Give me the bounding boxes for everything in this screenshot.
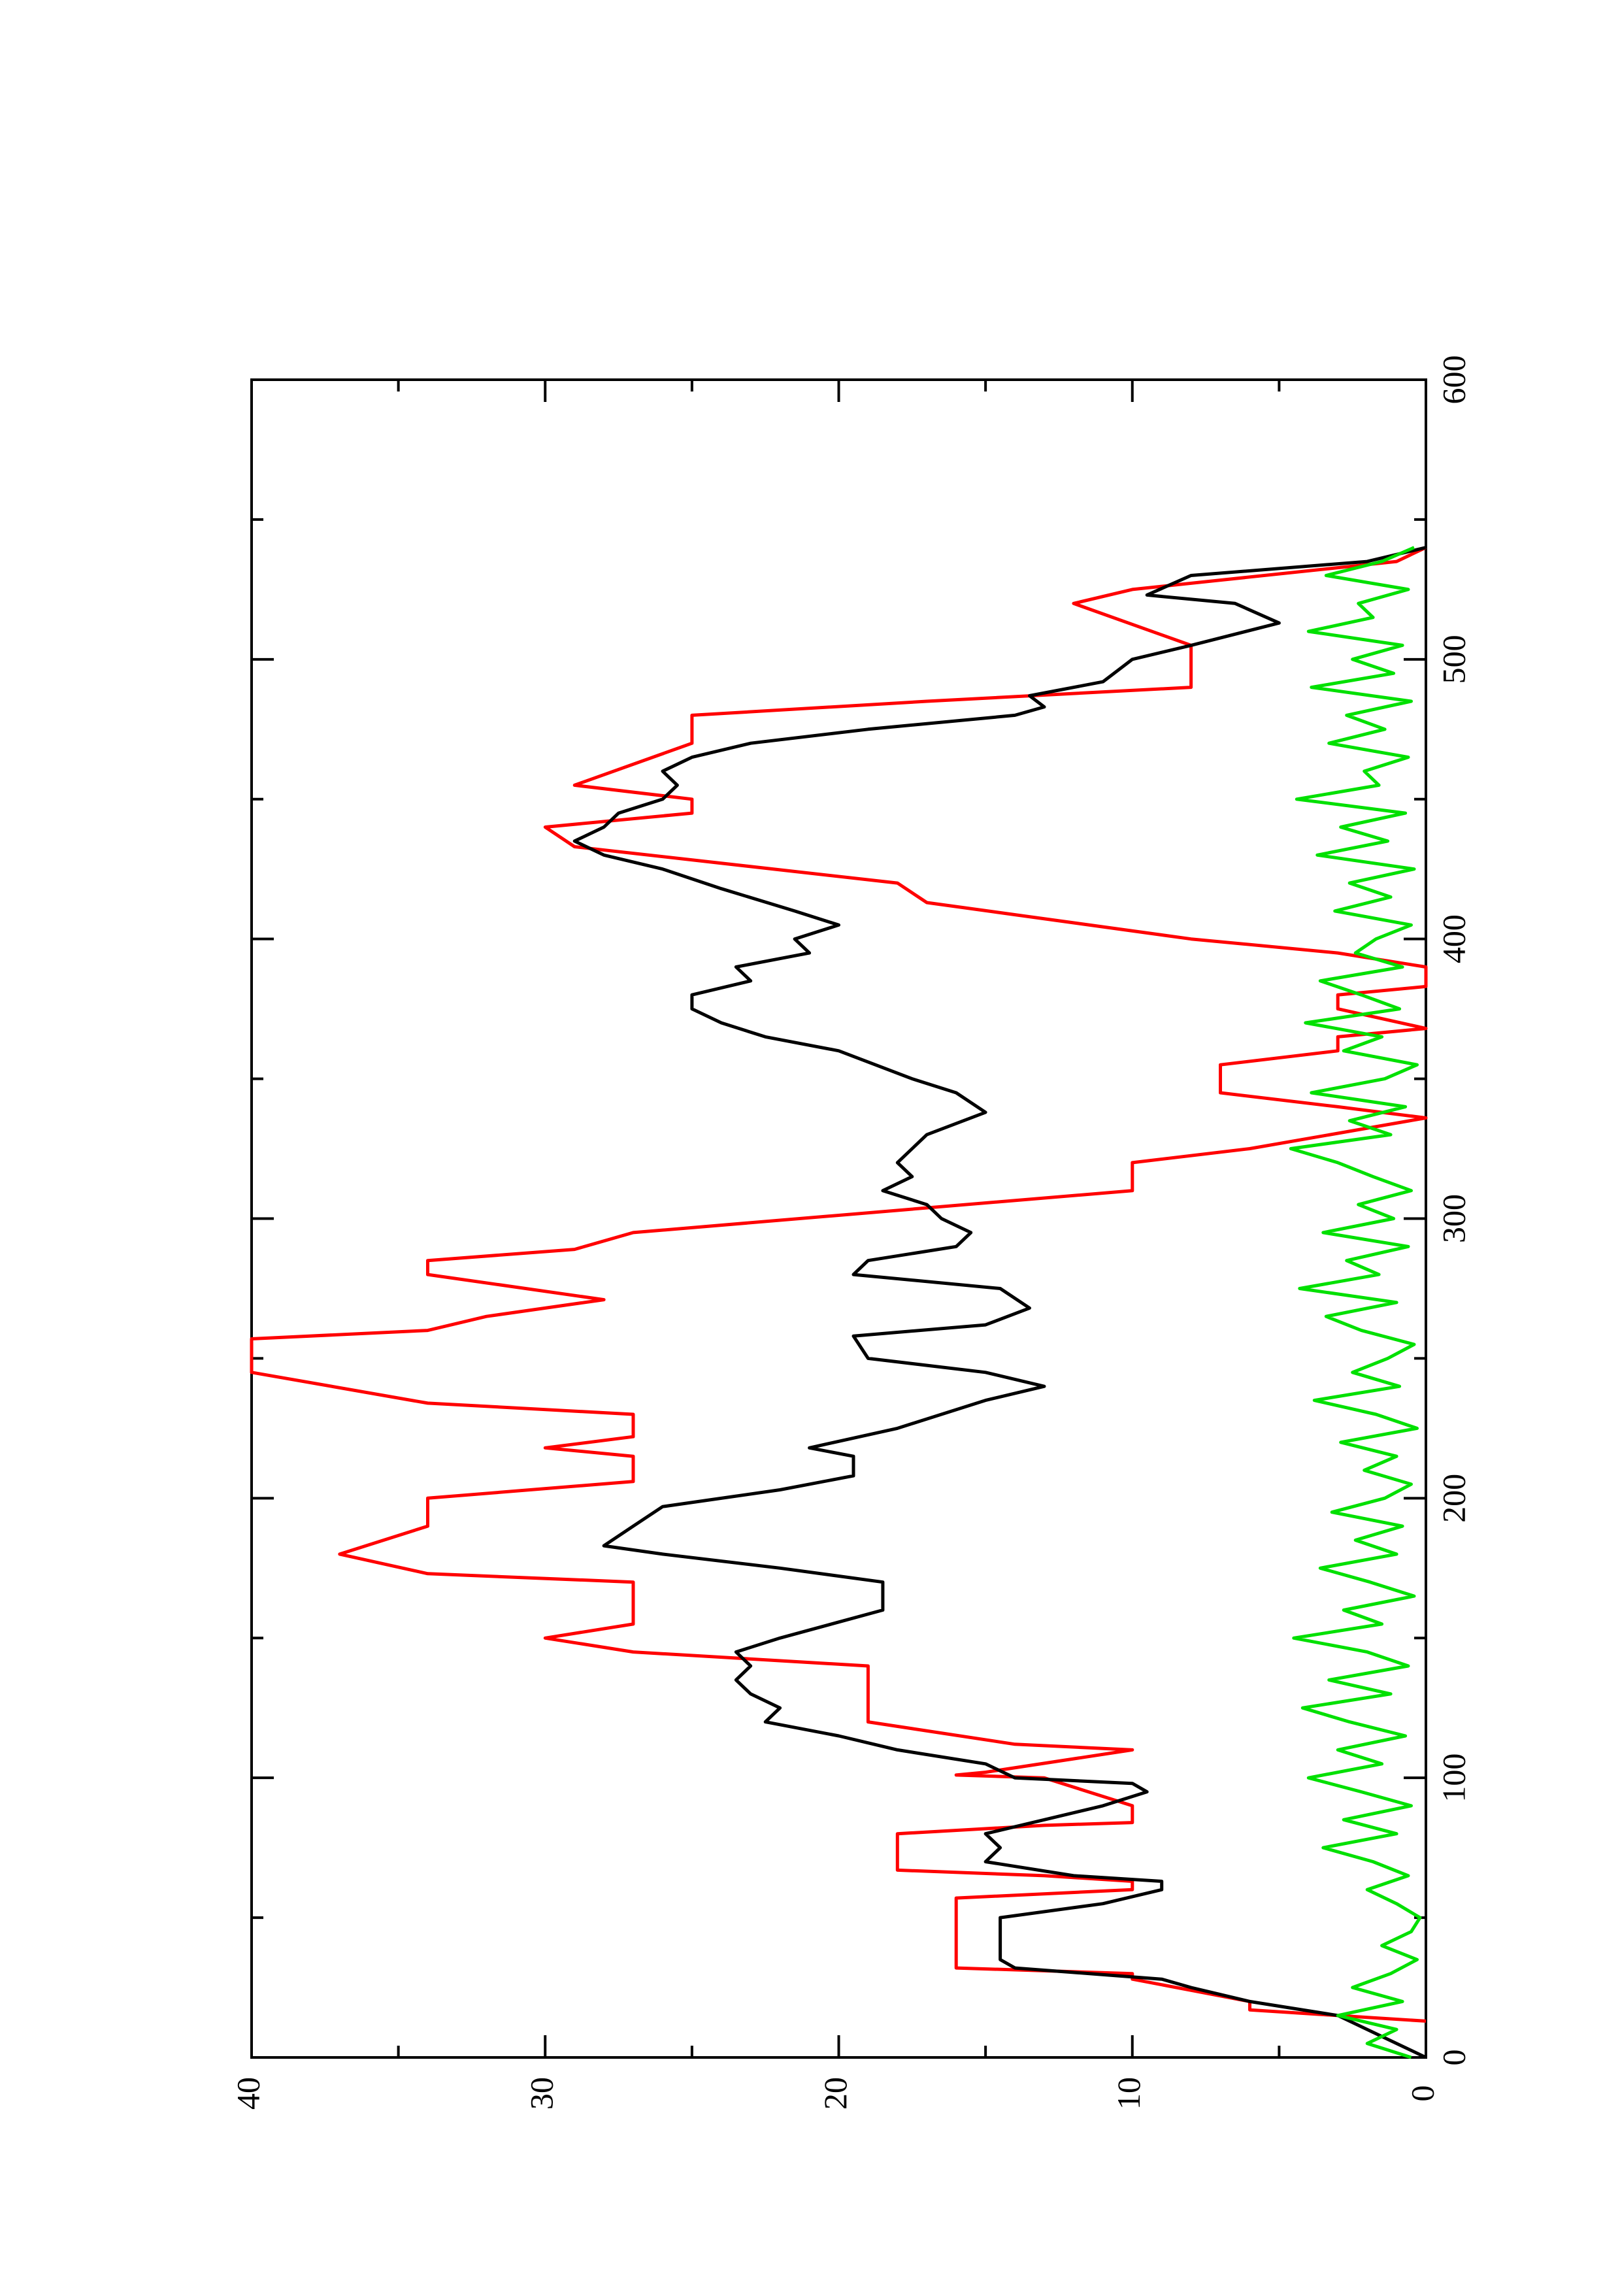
x-tick-label: 200: [1435, 1474, 1472, 1523]
x-tick-label: 400: [1435, 914, 1472, 963]
y-tick-label: 0: [1404, 2086, 1440, 2102]
x-tick-label: 500: [1435, 635, 1472, 684]
y-tick-label: 10: [1110, 2077, 1147, 2110]
x-tick-label: 600: [1435, 356, 1472, 405]
y-tick-label: 30: [523, 2077, 560, 2110]
data-line: [1289, 546, 1422, 2059]
y-tick-label: 40: [229, 2077, 266, 2110]
x-tick-label: 0: [1435, 2050, 1472, 2066]
data-line: [250, 546, 1428, 2023]
data-line: [572, 546, 1427, 2059]
x-tick-label: 300: [1435, 1194, 1472, 1243]
x-tick-label: 100: [1435, 1754, 1472, 1803]
y-tick-label: 20: [817, 2077, 853, 2110]
